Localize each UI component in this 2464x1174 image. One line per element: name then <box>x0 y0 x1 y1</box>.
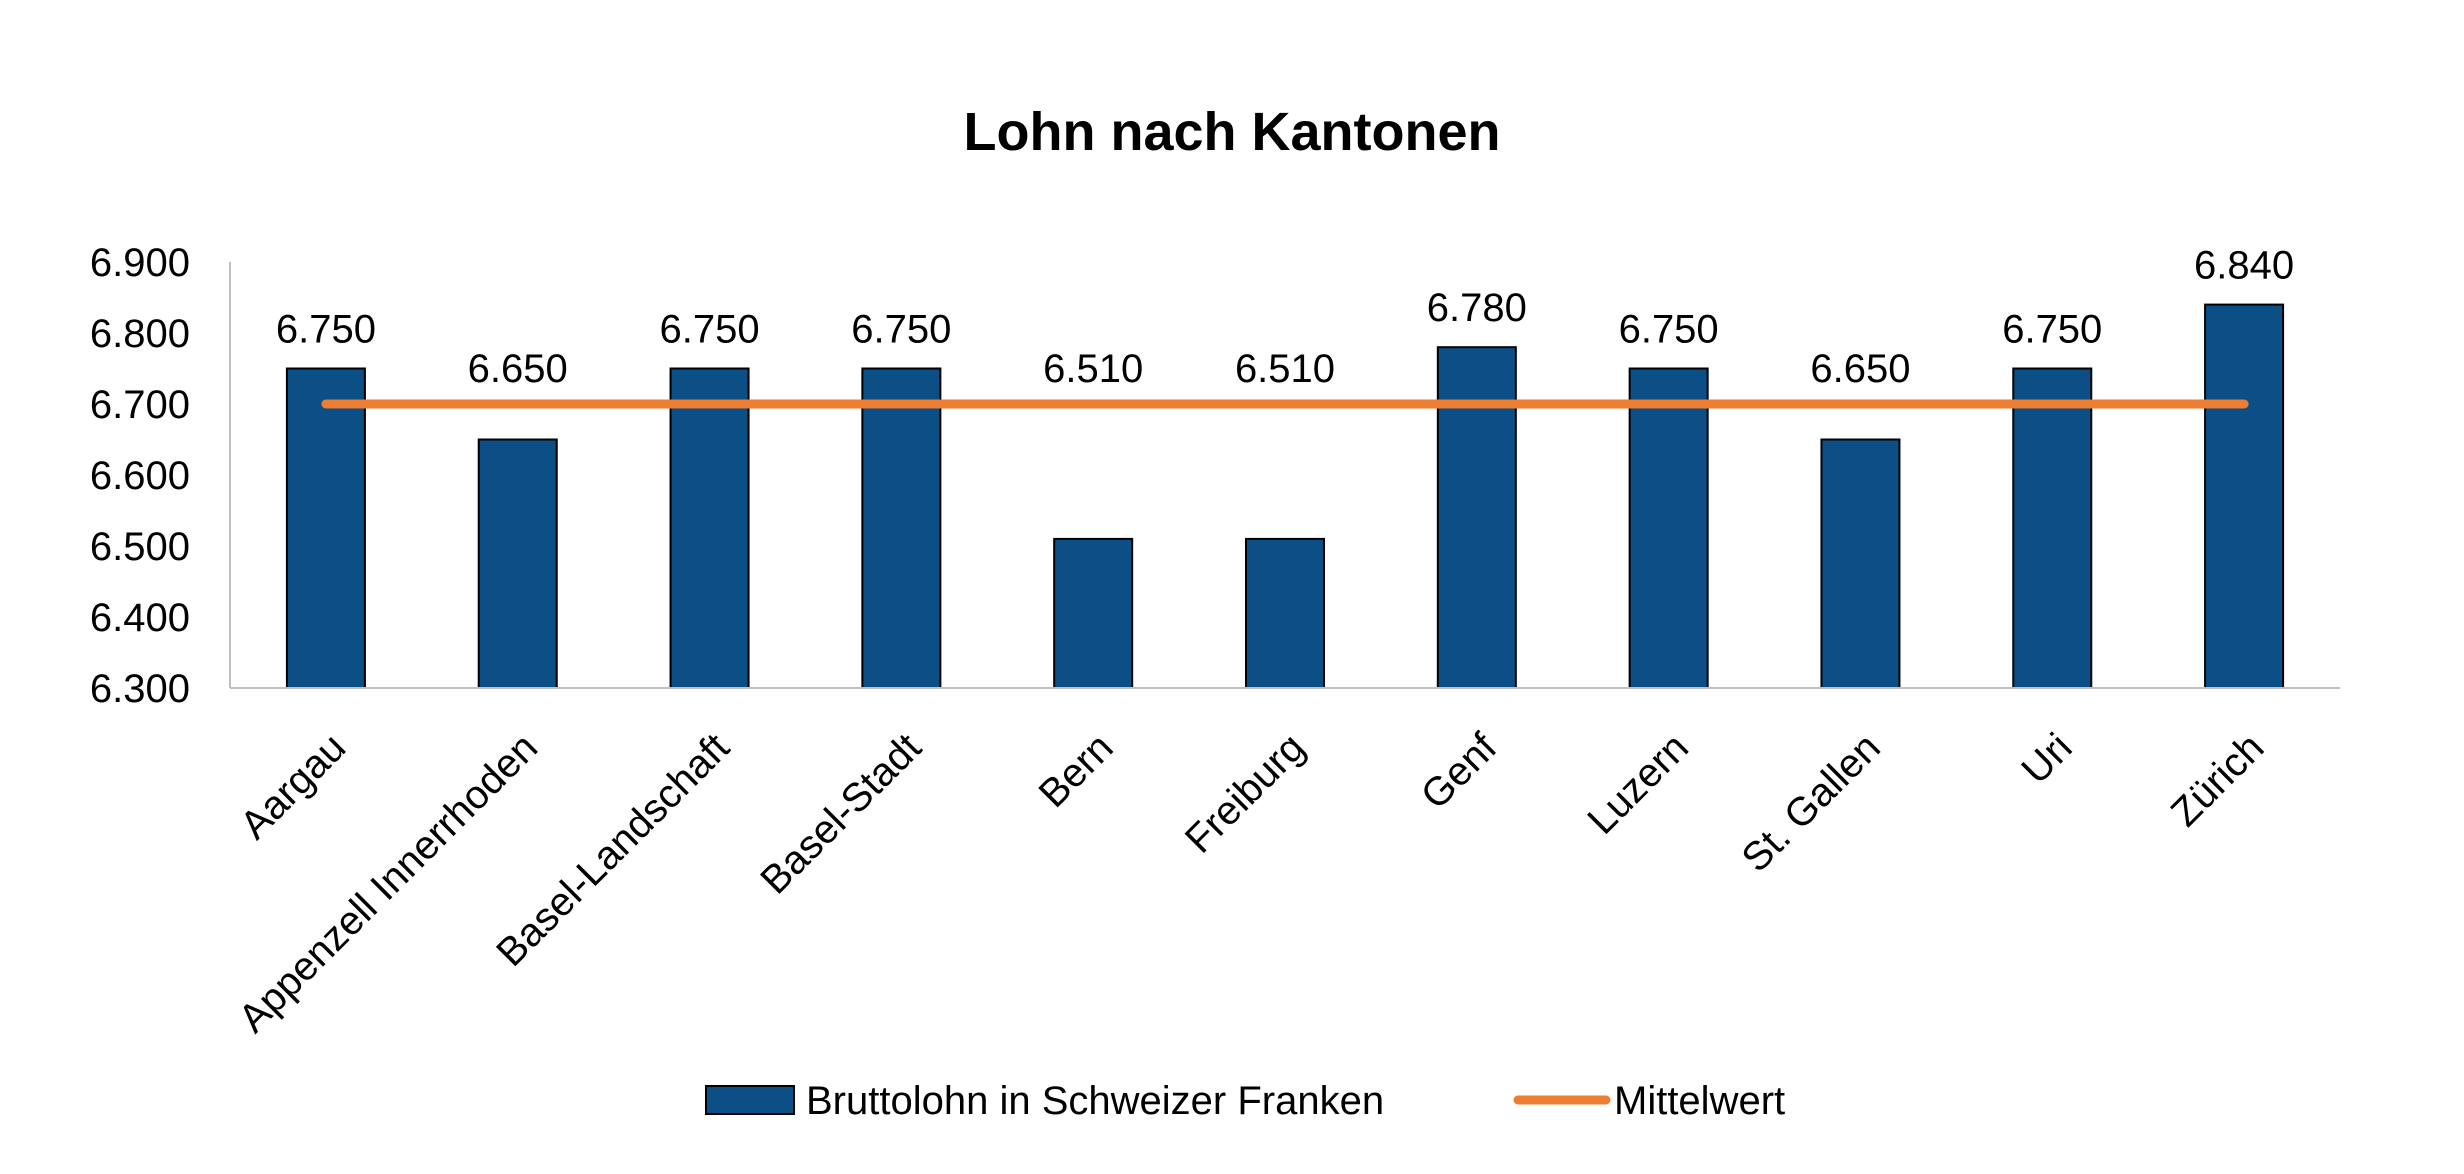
bar-series <box>285 303 2285 690</box>
bar <box>2012 367 2093 689</box>
x-category-label: Zürich <box>2163 725 2273 835</box>
bar <box>1820 438 1901 689</box>
data-label: 6.750 <box>851 308 951 352</box>
x-category-label: St. Gallen <box>1733 725 1888 880</box>
chart-title: Lohn nach Kantonen <box>964 102 1501 162</box>
data-label: 6.840 <box>2194 244 2294 288</box>
data-labels: 6.750 6.650 6.750 6.750 6.510 6.510 6.780 6.750… <box>276 244 2294 391</box>
data-label: 6.750 <box>1619 308 1719 352</box>
bar <box>1245 537 1325 690</box>
bar <box>1053 537 1134 690</box>
x-category-label: Bern <box>1031 725 1122 816</box>
data-label: 6.780 <box>1427 286 1527 330</box>
bar <box>669 367 750 689</box>
legend-label-bars: Bruttolohn in Schweizer Franken <box>806 1079 1384 1123</box>
data-label: 6.510 <box>1043 347 1143 391</box>
y-tick-label: 6.700 <box>90 383 190 427</box>
x-category-label: Freiburg <box>1177 725 1313 861</box>
x-category-label: Basel-Stadt <box>752 725 929 902</box>
legend-label-mean: Mittelwert <box>1614 1079 1785 1123</box>
y-tick-label: 6.300 <box>90 667 190 711</box>
data-label: 6.750 <box>2002 308 2102 352</box>
legend: Bruttolohn in Schweizer Franken Mittelwer… <box>705 1079 1785 1123</box>
y-tick-label: 6.400 <box>90 596 190 640</box>
data-label: 6.510 <box>1235 347 1335 391</box>
x-category-label: Uri <box>2013 725 2080 792</box>
bar <box>285 367 366 689</box>
data-label: 6.650 <box>1810 347 1910 391</box>
data-label: 6.750 <box>659 308 759 352</box>
bar <box>1436 346 1517 689</box>
bar <box>2204 303 2285 689</box>
y-tick-label: 6.500 <box>90 525 190 569</box>
x-category-label: Genf <box>1413 725 1506 818</box>
x-category-label: Aargau <box>232 725 354 847</box>
y-tick-label: 6.800 <box>90 312 190 356</box>
x-category-label: Luzern <box>1579 725 1697 843</box>
bar <box>861 367 942 689</box>
legend-bar-swatch <box>705 1085 795 1115</box>
bar <box>477 438 558 689</box>
data-label: 6.650 <box>468 347 568 391</box>
y-tick-label: 6.900 <box>90 241 190 285</box>
y-axis: 6.300 6.400 6.500 6.600 6.700 6.800 6.900 <box>90 241 231 711</box>
data-label: 6.750 <box>276 308 376 352</box>
bar <box>1628 367 1709 689</box>
y-tick-label: 6.600 <box>90 454 190 498</box>
